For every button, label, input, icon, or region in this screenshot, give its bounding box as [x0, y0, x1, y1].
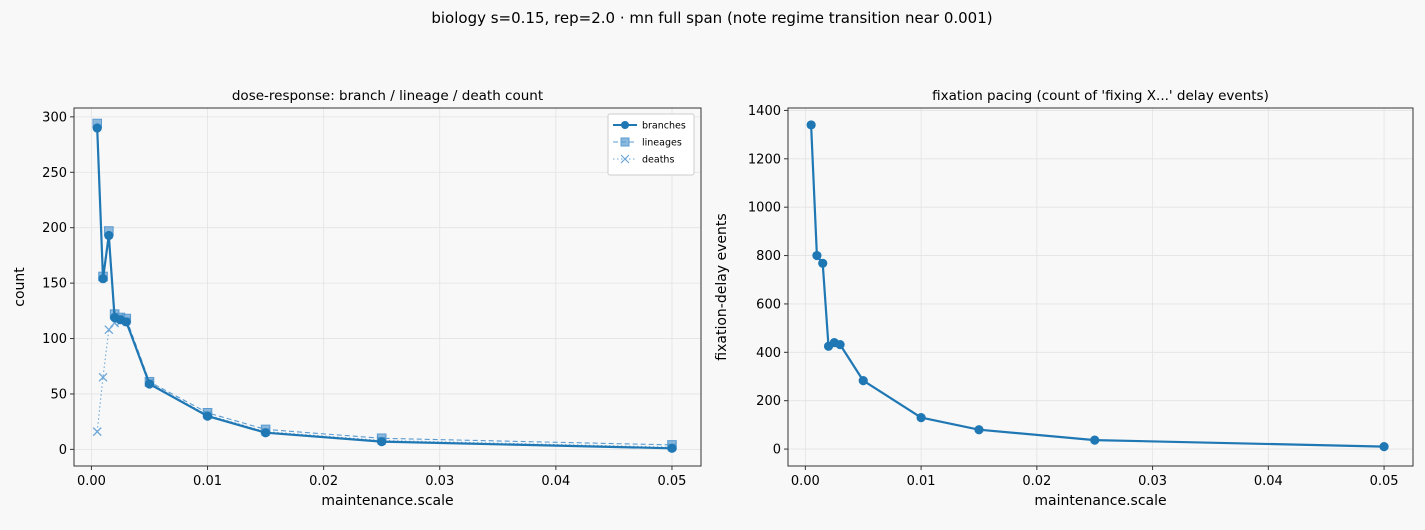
legend-label: branches [642, 121, 686, 132]
data-point [835, 339, 845, 350]
plot-frame [787, 107, 1414, 467]
y-tick-label: 150 [42, 277, 67, 292]
data-point [92, 123, 102, 133]
data-point [974, 425, 984, 435]
figure-title: biology s=0.15, rep=2.0 · mn full span (… [431, 9, 992, 27]
y-tick-label: 250 [42, 166, 67, 181]
plot-area [788, 108, 1413, 466]
data-point [121, 317, 131, 327]
x-tick-label: 0.05 [1370, 474, 1399, 489]
data-point [916, 413, 926, 423]
y-tick-label: 400 [756, 346, 781, 361]
x-tick-label: 0.05 [657, 474, 686, 489]
legend: branches lineages deaths [607, 113, 695, 176]
data-point [98, 274, 108, 284]
y-tick-label: 0 [59, 443, 67, 458]
y-tick-label: 800 [756, 249, 781, 264]
legend-label: deaths [642, 155, 674, 166]
data-point [377, 437, 387, 447]
plot-frame [73, 107, 702, 467]
data-point [818, 258, 828, 268]
y-tick-label: 1000 [748, 201, 781, 216]
data-point [144, 379, 155, 389]
data-point [858, 376, 868, 386]
x-tick-label: 0.03 [425, 474, 454, 489]
chart-title: fixation pacing (count of 'fixing X...' … [932, 88, 1269, 104]
data-point [667, 443, 677, 453]
series-values [806, 120, 1389, 452]
x-tick-label: 0.01 [193, 474, 222, 489]
x-tick-label: 0.02 [309, 474, 338, 489]
y-tick-label: 100 [42, 332, 67, 347]
x-tick-label: 0.01 [907, 474, 936, 489]
y-tick-label: 200 [42, 221, 67, 236]
y-tick-label: 300 [42, 110, 67, 125]
y-tick-label: 1400 [748, 104, 781, 119]
data-point [260, 428, 271, 438]
data-point [806, 120, 816, 130]
x-axis-label: maintenance.scale [1034, 493, 1166, 509]
legend-marker [621, 121, 629, 129]
x-tick-label: 0.03 [1138, 474, 1167, 489]
data-point [812, 250, 822, 261]
y-tick-label: 1200 [748, 152, 781, 167]
plot-area [74, 108, 701, 466]
y-tick-label: 600 [756, 297, 781, 312]
data-point [92, 427, 102, 437]
x-tick-label: 0.00 [791, 474, 820, 489]
data-point [98, 372, 108, 382]
y-tick-label: 0 [773, 443, 781, 458]
x-tick-label: 0.02 [1022, 474, 1051, 489]
chart-title: dose-response: branch / lineage / death … [232, 88, 543, 104]
x-tick-label: 0.00 [77, 474, 106, 489]
chart-right-fixation-pacing: 0.00 0.01 0.02 0.03 0.04 0.05 0 200 400 600 800 100… [714, 88, 1414, 509]
data-point [1090, 435, 1100, 445]
series-branches [92, 123, 677, 453]
data-point [1379, 442, 1389, 452]
y-axis-label: count [12, 267, 28, 307]
data-point [104, 230, 114, 241]
y-tick-label: 50 [50, 387, 67, 402]
legend-marker [620, 154, 630, 164]
chart-left-dose-response: 0.00 0.01 0.02 0.03 0.04 0.05 0 50 100 150 200 250 3… [12, 88, 702, 509]
y-axis-label: fixation-delay events [714, 213, 730, 360]
legend-label: lineages [642, 138, 682, 149]
data-point [202, 411, 213, 421]
legend-marker [620, 137, 630, 147]
x-axis-label: maintenance.scale [321, 493, 453, 509]
y-tick-label: 200 [756, 394, 781, 409]
x-tick-label: 0.04 [1254, 474, 1283, 489]
x-tick-label: 0.04 [541, 474, 570, 489]
legend-box [607, 113, 695, 176]
